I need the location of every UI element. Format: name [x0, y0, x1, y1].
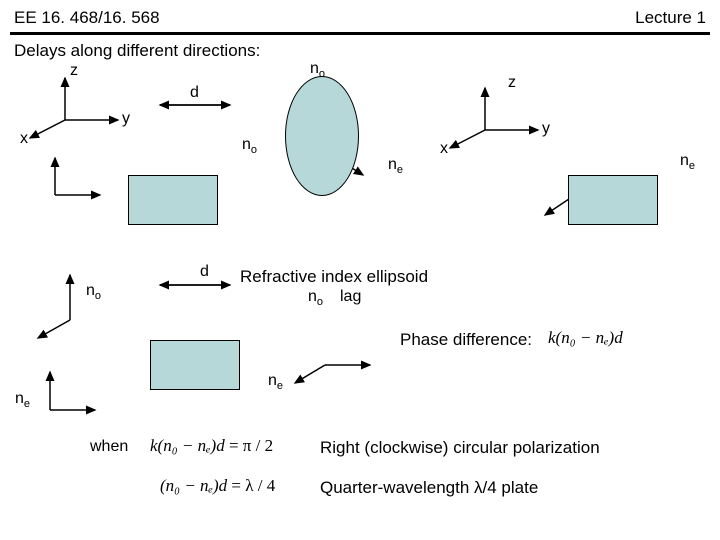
qwp-text: Quarter-wavelength λ/4 plate — [320, 478, 538, 498]
no-label-leftmid: no — [242, 136, 257, 156]
crystal-rect-3 — [150, 340, 240, 390]
lag-text: lag — [340, 288, 361, 306]
lecture-number: Lecture 1 — [635, 8, 706, 28]
eq-phase: k(n₀ − nₑ)d — [548, 328, 623, 348]
axis-z-1: z — [70, 62, 78, 80]
right-circ-text: Right (clockwise) circular polarization — [320, 438, 600, 458]
axis-z-2: z — [508, 74, 516, 92]
d-label-1: d — [190, 84, 199, 102]
no-label-mid: no — [86, 282, 101, 302]
header-rule — [10, 32, 710, 35]
crystal-rect-1 — [128, 175, 218, 225]
eq-lambda4: (n₀ − nₑ)d = λ / 4 — [160, 476, 275, 496]
diagram-canvas: z y x z y x d d no no no no ne ne ne ne … — [0, 60, 720, 540]
ne-label-right: ne — [680, 152, 695, 172]
ne-label-ellipse: ne — [388, 156, 403, 176]
page-subtitle: Delays along different directions: — [0, 39, 720, 61]
axis-x-1: x — [20, 130, 28, 148]
axis-y-2: y — [542, 120, 550, 138]
course-code: EE 16. 468/16. 568 — [14, 8, 160, 28]
axis-x-2: x — [440, 140, 448, 158]
eq-pi2: k(n₀ − nₑ)d = π / 2 — [150, 436, 273, 456]
index-ellipsoid — [285, 76, 359, 196]
crystal-rect-2 — [568, 175, 658, 225]
no-label-top: no — [310, 60, 325, 80]
d-label-2: d — [200, 263, 209, 281]
when-text: when — [90, 438, 128, 456]
ellipsoid-text: Refractive index ellipsoid — [240, 267, 428, 287]
axis-y-1: y — [122, 110, 130, 128]
no-label-lag: no — [308, 288, 323, 308]
ne-label-mid: ne — [268, 372, 283, 392]
phase-diff-text: Phase difference: — [400, 330, 532, 350]
ne-label-bottom: ne — [15, 390, 30, 410]
